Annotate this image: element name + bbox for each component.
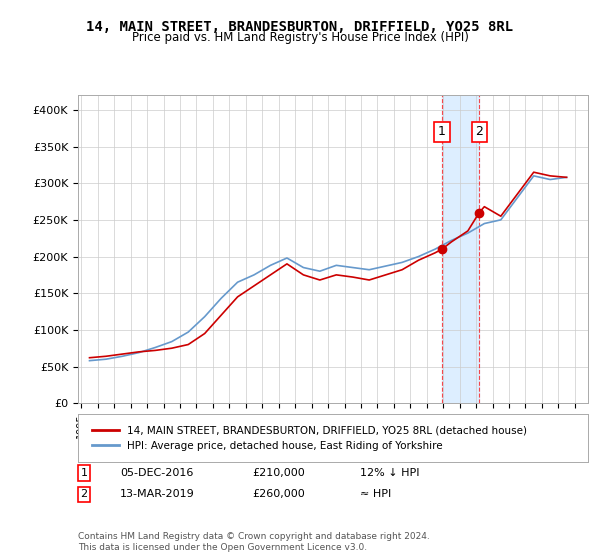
Legend: 14, MAIN STREET, BRANDESBURTON, DRIFFIELD, YO25 8RL (detached house), HPI: Avera: 14, MAIN STREET, BRANDESBURTON, DRIFFIEL… (88, 422, 531, 455)
Text: 2: 2 (475, 125, 483, 138)
Text: 2: 2 (80, 489, 88, 500)
Text: 05-DEC-2016: 05-DEC-2016 (120, 468, 193, 478)
Text: £210,000: £210,000 (252, 468, 305, 478)
Text: 1: 1 (438, 125, 446, 138)
Text: £260,000: £260,000 (252, 489, 305, 500)
Text: ≈ HPI: ≈ HPI (360, 489, 391, 500)
Text: 1: 1 (80, 468, 88, 478)
Text: 12% ↓ HPI: 12% ↓ HPI (360, 468, 419, 478)
Text: Price paid vs. HM Land Registry's House Price Index (HPI): Price paid vs. HM Land Registry's House … (131, 31, 469, 44)
Text: Contains HM Land Registry data © Crown copyright and database right 2024.
This d: Contains HM Land Registry data © Crown c… (78, 532, 430, 552)
Bar (442, 95, 479, 403)
Text: 13-MAR-2019: 13-MAR-2019 (120, 489, 195, 500)
Text: 14, MAIN STREET, BRANDESBURTON, DRIFFIELD, YO25 8RL: 14, MAIN STREET, BRANDESBURTON, DRIFFIEL… (86, 20, 514, 34)
